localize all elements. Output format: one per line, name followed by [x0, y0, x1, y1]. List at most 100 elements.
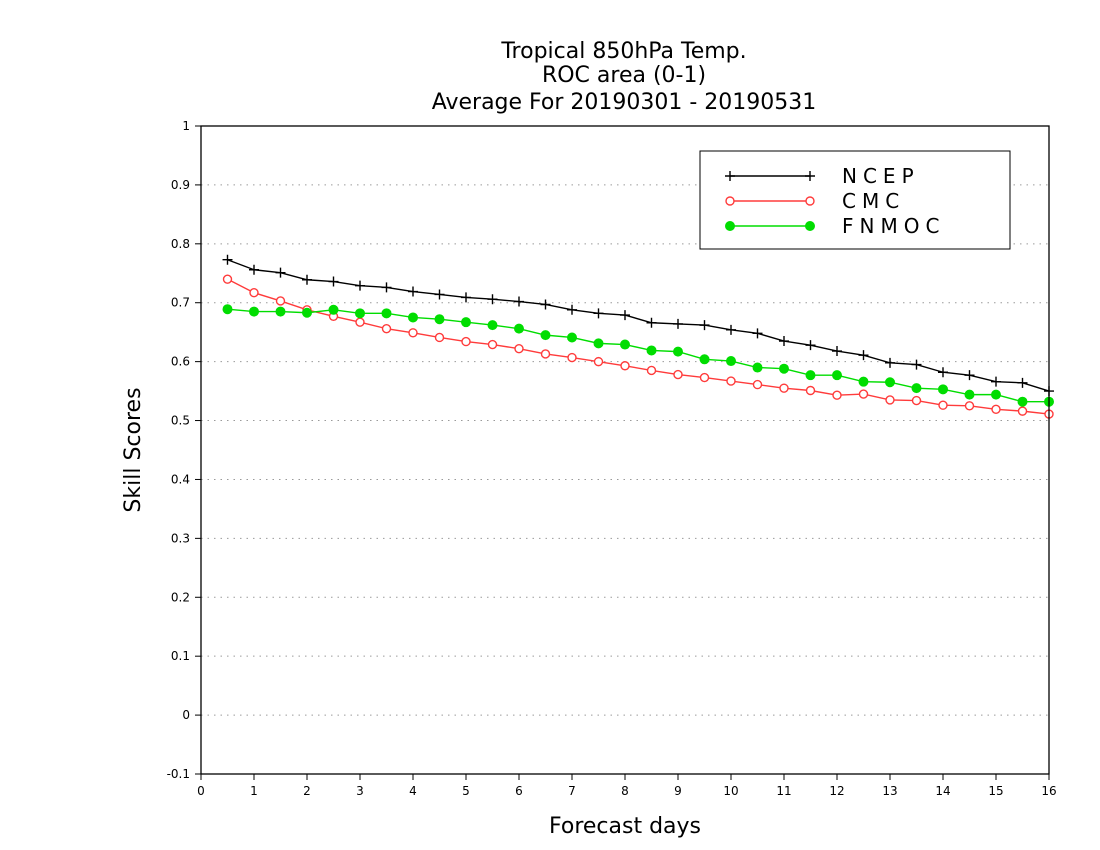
data-point-ncep	[646, 317, 657, 328]
legend-label-ncep: NCEP	[842, 164, 920, 188]
y-tick-label: 0.1	[171, 649, 190, 663]
y-tick-label: 0.9	[171, 178, 190, 192]
series-ncep	[222, 254, 1054, 397]
x-tick-label: 4	[409, 784, 417, 798]
data-point-cmc	[805, 385, 816, 396]
data-point-fnmoc	[593, 338, 604, 349]
legend-marker-ncep	[725, 171, 735, 181]
data-point-fnmoc	[779, 363, 789, 374]
data-point-cmc	[514, 343, 524, 354]
data-point-cmc	[567, 352, 577, 363]
data-point-ncep	[620, 310, 630, 321]
data-point-cmc	[355, 317, 365, 327]
data-point-fnmoc	[832, 370, 842, 381]
legend-label-fnmoc: FNMOC	[842, 214, 945, 238]
data-point-ncep	[911, 359, 922, 370]
data-point-ncep	[832, 346, 842, 357]
data-point-fnmoc	[408, 312, 418, 323]
data-point-fnmoc	[991, 389, 1001, 400]
y-tick-label: 0	[182, 708, 190, 722]
data-point-cmc	[222, 274, 233, 284]
legend-marker-fnmoc	[725, 221, 735, 231]
data-point-cmc	[673, 369, 683, 380]
data-point-cmc	[487, 339, 498, 350]
data-point-ncep	[249, 264, 259, 275]
data-point-fnmoc	[355, 308, 365, 319]
data-point-cmc	[1017, 406, 1028, 416]
data-point-fnmoc	[1017, 396, 1028, 407]
chart-title: Tropical 850hPa Temp. ROC area (0-1) Ave…	[432, 39, 817, 115]
data-point-ncep	[222, 254, 233, 265]
series-cmc	[222, 274, 1054, 419]
data-point-ncep	[381, 282, 392, 293]
y-tick-label: 0.3	[171, 531, 190, 545]
series-line-fnmoc	[227, 308, 1049, 403]
data-point-fnmoc	[328, 304, 339, 315]
x-tick-label: 16	[1041, 784, 1056, 798]
data-point-ncep	[328, 276, 339, 287]
x-axis-ticks: 0 1 2 3 4 5 6 7 8 9 10 11 12 13 14 15 16	[197, 774, 1057, 798]
data-point-ncep	[540, 299, 551, 310]
data-point-cmc	[249, 288, 259, 298]
data-point-cmc	[275, 296, 286, 306]
data-point-ncep	[885, 357, 895, 368]
y-tick-label: 1	[182, 119, 190, 133]
data-point-ncep	[858, 350, 869, 361]
data-point-ncep	[779, 336, 789, 347]
data-point-ncep	[964, 370, 975, 381]
data-point-cmc	[885, 395, 895, 405]
data-point-cmc	[461, 336, 471, 347]
data-point-fnmoc	[487, 320, 498, 331]
data-point-ncep	[567, 304, 577, 315]
data-point-fnmoc	[699, 354, 710, 365]
x-tick-label: 15	[988, 784, 1003, 798]
legend-box	[699, 150, 1011, 250]
x-tick-label: 12	[829, 784, 844, 798]
data-point-fnmoc	[434, 314, 445, 325]
data-point-fnmoc	[275, 306, 286, 317]
y-tick-label: 0.4	[171, 472, 190, 486]
data-point-fnmoc	[302, 307, 312, 318]
data-point-ncep	[752, 328, 763, 339]
data-point-fnmoc	[620, 339, 630, 350]
data-point-fnmoc	[726, 356, 736, 367]
chart-title-line-2: ROC area (0-1)	[542, 63, 706, 88]
x-axis-title: Forecast days	[549, 814, 701, 839]
x-tick-label: 14	[935, 784, 950, 798]
legend-label-cmc: CMC	[842, 189, 905, 213]
data-point-cmc	[408, 328, 418, 338]
series-line-cmc	[227, 278, 1050, 415]
data-point-cmc	[964, 401, 975, 411]
series-layer	[222, 254, 1054, 419]
data-point-ncep	[302, 274, 312, 285]
data-point-ncep	[991, 376, 1001, 387]
data-point-fnmoc	[222, 304, 233, 315]
x-tick-label: 6	[515, 784, 523, 798]
data-point-fnmoc	[673, 346, 683, 357]
y-tick-label: 0.6	[171, 355, 190, 369]
x-tick-label: 7	[568, 784, 576, 798]
grid	[201, 184, 1049, 716]
data-point-cmc	[991, 404, 1001, 415]
data-point-cmc	[593, 356, 604, 367]
y-tick-label: 0.5	[171, 414, 190, 428]
data-point-ncep	[461, 292, 471, 303]
data-point-fnmoc	[938, 384, 948, 395]
data-point-fnmoc	[646, 345, 657, 356]
data-point-fnmoc	[567, 332, 577, 343]
data-point-cmc	[938, 400, 948, 410]
x-tick-label: 1	[250, 784, 258, 798]
data-point-ncep	[275, 267, 286, 278]
data-point-fnmoc	[885, 377, 895, 388]
y-tick-label: -0.1	[167, 767, 190, 781]
series-fnmoc	[222, 304, 1054, 407]
data-point-ncep	[514, 296, 524, 307]
data-point-ncep	[673, 318, 683, 329]
x-tick-label: 3	[356, 784, 364, 798]
x-tick-label: 5	[462, 784, 470, 798]
data-point-cmc	[832, 390, 842, 400]
data-point-cmc	[911, 395, 922, 406]
data-point-ncep	[434, 289, 445, 300]
legend-entry-cmc: CMC	[725, 189, 905, 213]
